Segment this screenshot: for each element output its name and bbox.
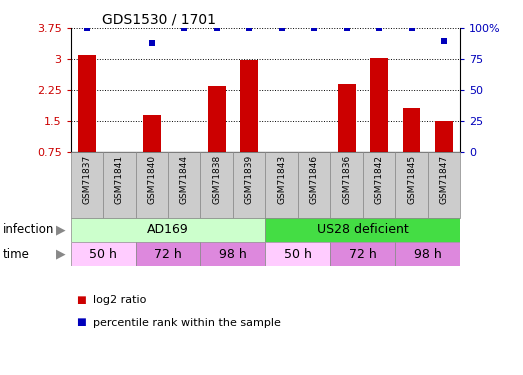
Text: ▶: ▶ bbox=[56, 248, 65, 261]
Bar bbox=[233, 152, 266, 217]
Point bbox=[245, 25, 253, 31]
Text: GSM71837: GSM71837 bbox=[82, 155, 92, 204]
Bar bbox=[331, 242, 395, 266]
Bar bbox=[338, 84, 356, 152]
Text: GSM71840: GSM71840 bbox=[147, 155, 156, 204]
Text: GSM71842: GSM71842 bbox=[374, 155, 383, 204]
Point bbox=[212, 25, 221, 31]
Bar bbox=[331, 152, 363, 217]
Bar bbox=[143, 115, 161, 152]
Bar bbox=[266, 242, 331, 266]
Text: GSM71847: GSM71847 bbox=[439, 155, 449, 204]
Text: GSM71843: GSM71843 bbox=[277, 155, 286, 204]
Point bbox=[180, 25, 188, 31]
Bar bbox=[395, 242, 460, 266]
Bar bbox=[135, 152, 168, 217]
Bar bbox=[200, 152, 233, 217]
Bar bbox=[370, 58, 388, 152]
Bar bbox=[103, 152, 135, 217]
Text: GSM71844: GSM71844 bbox=[180, 155, 189, 204]
Text: AD169: AD169 bbox=[147, 223, 189, 236]
Point bbox=[278, 25, 286, 31]
Bar bbox=[200, 242, 266, 266]
Text: ■: ■ bbox=[76, 295, 86, 305]
Bar bbox=[435, 121, 453, 152]
Text: GSM71838: GSM71838 bbox=[212, 155, 221, 204]
Bar bbox=[78, 55, 96, 152]
Text: GSM71836: GSM71836 bbox=[342, 155, 351, 204]
Point bbox=[440, 38, 448, 44]
Text: log2 ratio: log2 ratio bbox=[93, 295, 146, 305]
Bar bbox=[240, 60, 258, 152]
Point bbox=[147, 40, 156, 46]
Point bbox=[407, 25, 416, 31]
Point bbox=[375, 25, 383, 31]
Bar bbox=[428, 152, 460, 217]
Point bbox=[310, 25, 319, 31]
Text: GSM71839: GSM71839 bbox=[245, 155, 254, 204]
Bar bbox=[395, 152, 428, 217]
Bar bbox=[168, 152, 200, 217]
Text: 98 h: 98 h bbox=[219, 248, 247, 261]
Text: 72 h: 72 h bbox=[349, 248, 377, 261]
Text: GSM71846: GSM71846 bbox=[310, 155, 319, 204]
Bar bbox=[298, 152, 331, 217]
Text: time: time bbox=[3, 248, 29, 261]
Text: infection: infection bbox=[3, 223, 54, 236]
Bar bbox=[71, 152, 103, 217]
Bar bbox=[71, 242, 135, 266]
Bar bbox=[71, 217, 266, 242]
Bar bbox=[208, 86, 225, 152]
Text: GSM71841: GSM71841 bbox=[115, 155, 124, 204]
Text: percentile rank within the sample: percentile rank within the sample bbox=[93, 318, 280, 327]
Bar bbox=[363, 152, 395, 217]
Point bbox=[83, 25, 91, 31]
Text: US28 deficient: US28 deficient bbox=[317, 223, 408, 236]
Bar bbox=[266, 152, 298, 217]
Bar bbox=[135, 242, 200, 266]
Text: GDS1530 / 1701: GDS1530 / 1701 bbox=[102, 13, 216, 27]
Text: 98 h: 98 h bbox=[414, 248, 441, 261]
Text: 50 h: 50 h bbox=[284, 248, 312, 261]
Text: 72 h: 72 h bbox=[154, 248, 182, 261]
Text: ▶: ▶ bbox=[56, 223, 65, 236]
Bar bbox=[266, 217, 460, 242]
Point bbox=[343, 25, 351, 31]
Text: 50 h: 50 h bbox=[89, 248, 117, 261]
Bar bbox=[403, 108, 420, 152]
Text: ■: ■ bbox=[76, 318, 86, 327]
Text: GSM71845: GSM71845 bbox=[407, 155, 416, 204]
